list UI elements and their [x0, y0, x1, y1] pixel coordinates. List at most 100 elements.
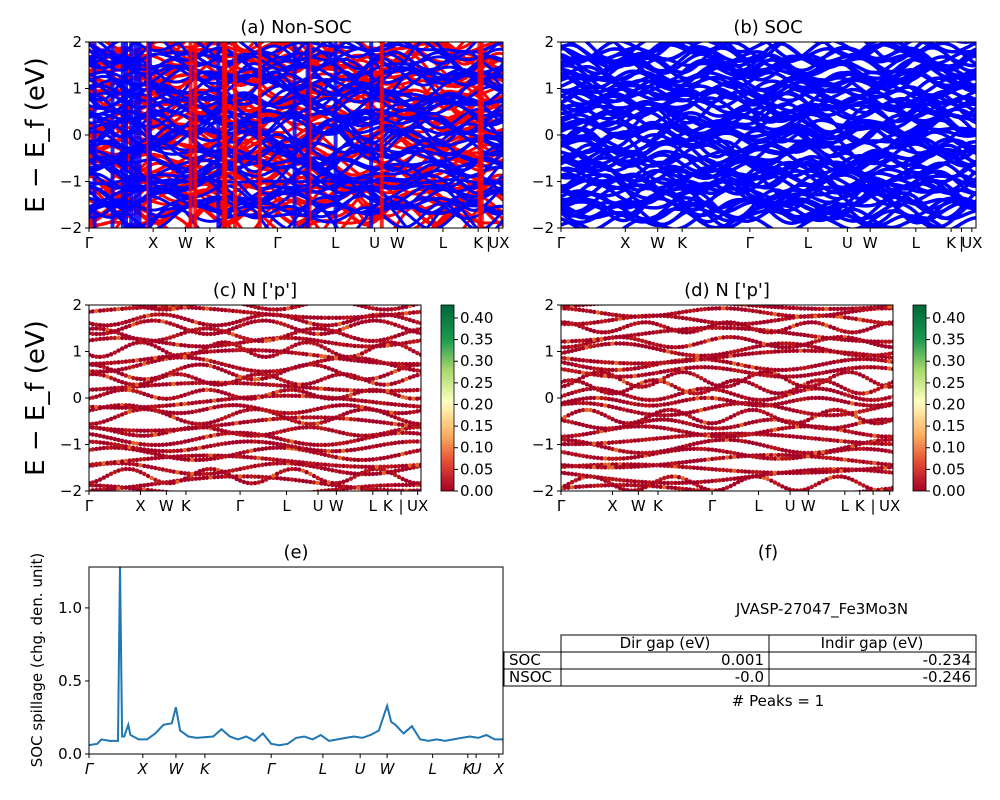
xtick-label: K: [677, 234, 688, 252]
projection-dot: [289, 387, 295, 392]
projection-dot: [669, 350, 674, 355]
projection-dot: [794, 450, 800, 455]
projection-dot: [101, 361, 107, 366]
projection-dot: [190, 363, 195, 368]
projection-dot: [367, 471, 372, 477]
projection-dot: [120, 380, 125, 385]
projection-dot: [861, 459, 866, 464]
projection-dot: [415, 439, 420, 444]
projection-dot: [238, 454, 243, 459]
projection-dot: [120, 485, 125, 491]
projection-dot: [345, 342, 350, 348]
projection-dot: [588, 424, 593, 429]
projection-dot: [740, 493, 744, 497]
projection-dot: [227, 396, 232, 402]
projection-dot: [223, 469, 228, 474]
projection-dot: [367, 399, 372, 404]
projection-dot: [772, 452, 778, 458]
projection-dot: [879, 434, 885, 439]
projection-dot: [669, 427, 674, 432]
projection-dot: [326, 427, 331, 432]
projection-dot: [794, 397, 800, 403]
projection-dot: [647, 330, 652, 336]
projection-dot: [772, 427, 778, 432]
projection-dot: [393, 440, 398, 446]
projection-dot: [861, 353, 866, 358]
projection-dot: [647, 340, 652, 346]
projection-dot: [252, 348, 258, 353]
projection-dot: [724, 402, 730, 407]
projection-dot: [311, 442, 317, 447]
projection-dot: [131, 335, 136, 341]
projection-dot: [717, 467, 722, 472]
projection-dot: [658, 413, 663, 418]
projection-dot: [658, 397, 663, 402]
projection-dot: [245, 321, 250, 326]
projection-dot: [134, 358, 140, 363]
projection-dot: [308, 315, 313, 320]
projection-dot: [304, 446, 309, 452]
projection-dot: [109, 298, 113, 302]
projection-dot: [197, 400, 202, 405]
projection-dot: [673, 418, 678, 423]
projection-dot: [223, 397, 228, 402]
projection-dot: [367, 406, 372, 411]
projection-dot: [267, 382, 272, 387]
projection-dot: [717, 426, 722, 431]
projection-dot: [846, 352, 851, 357]
projection-dot: [839, 412, 844, 417]
projection-dot: [319, 353, 324, 359]
projection-dot: [787, 456, 792, 461]
projection-dot: [872, 421, 877, 426]
projection-dot: [842, 468, 848, 473]
projection-dot: [175, 371, 180, 377]
projection-dot: [706, 338, 711, 343]
projection-dot: [651, 361, 656, 366]
projection-dot: [791, 387, 796, 392]
projection-dot: [415, 404, 420, 409]
projection-dot: [345, 319, 350, 325]
projection-dot: [750, 382, 755, 387]
projection-dot: [691, 396, 696, 401]
projection-dot: [304, 393, 309, 399]
projection-dot: [89, 404, 92, 409]
projection-dot: [90, 462, 95, 467]
projection-dot: [839, 384, 844, 390]
projection-dot: [297, 478, 302, 483]
projection-dot: [879, 397, 885, 402]
ytick-label: 1: [72, 80, 82, 98]
projection-dot: [356, 305, 361, 308]
projection-dot: [813, 334, 818, 339]
projection-dot: [584, 454, 589, 459]
projection-dot: [846, 400, 851, 405]
projection-dot: [588, 395, 593, 401]
projection-dot: [418, 368, 421, 374]
projection-dot: [599, 402, 604, 408]
projection-dot: [97, 369, 103, 374]
projection-dot: [699, 446, 704, 452]
projection-dot: [577, 376, 582, 382]
projection-dot: [131, 364, 136, 369]
projection-dot: [846, 429, 851, 434]
projection-dot: [621, 389, 626, 394]
projection-dot: [614, 328, 619, 333]
projection-dot: [204, 349, 210, 355]
projection-dot: [219, 330, 224, 335]
projection-dot: [374, 318, 379, 323]
projection-dot: [101, 440, 107, 445]
projection-dot: [201, 321, 206, 327]
projection-dot: [813, 383, 818, 388]
projection-dot: [573, 409, 578, 415]
projection-dot: [352, 408, 357, 413]
projection-dot: [241, 305, 246, 307]
projection-dot: [407, 479, 413, 485]
projection-dot: [617, 398, 623, 404]
projection-dot: [201, 331, 206, 336]
projection-dot: [577, 441, 582, 447]
projection-dot: [322, 415, 328, 420]
projection-dot: [776, 446, 781, 452]
projection-dot: [297, 336, 302, 341]
projection-dot: [396, 306, 402, 311]
projection-dot: [348, 315, 354, 320]
projection-dot: [418, 361, 421, 367]
